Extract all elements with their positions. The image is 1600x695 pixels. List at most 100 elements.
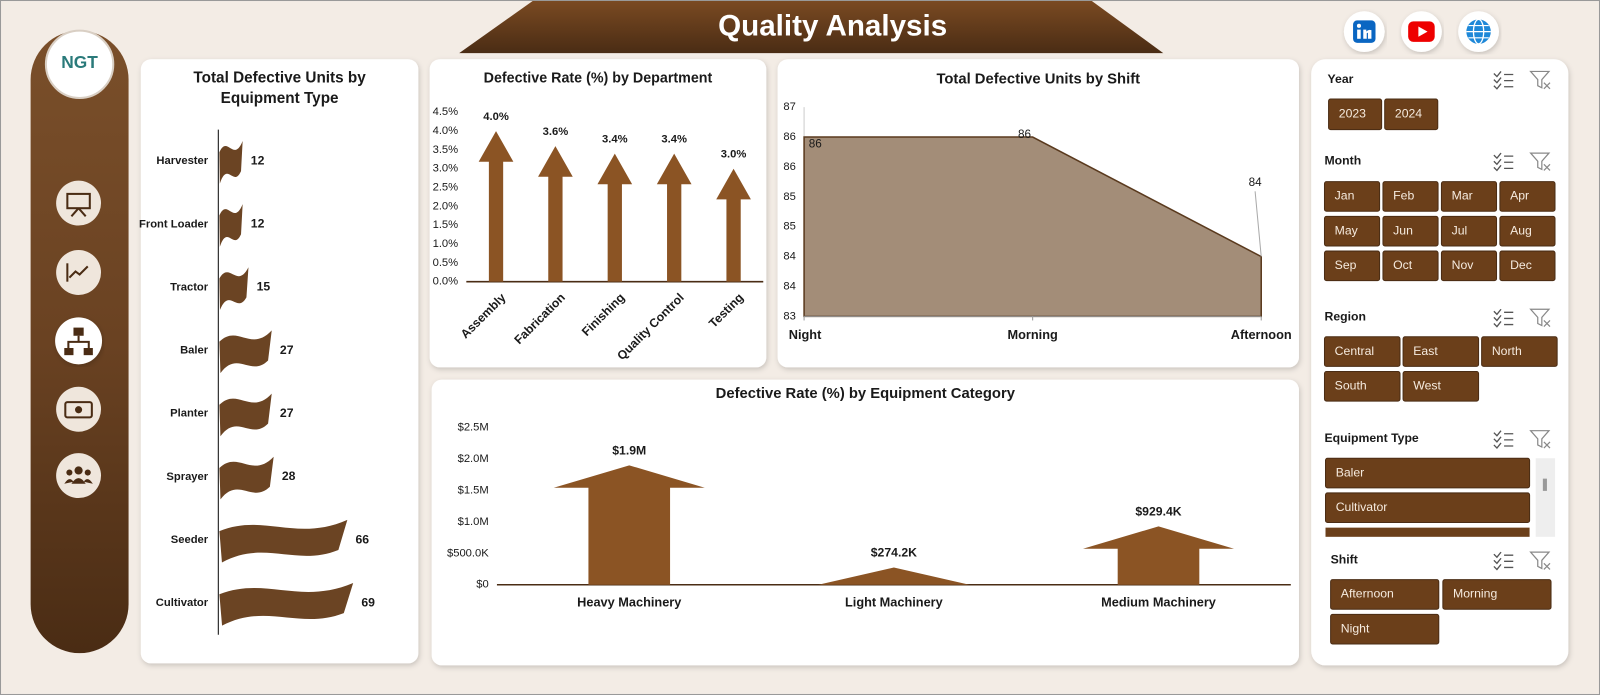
panel xyxy=(140,59,419,664)
slicer-item[interactable]: Mar xyxy=(1452,189,1473,203)
slicer-button[interactable] xyxy=(1499,181,1556,212)
y-tick-label: $0 xyxy=(476,579,488,591)
x-tick-label: Heavy Machinery xyxy=(577,595,682,610)
slicer-item[interactable]: Central xyxy=(1335,344,1374,358)
slicer-item[interactable]: North xyxy=(1492,344,1522,358)
clear-filter-icon[interactable] xyxy=(1529,551,1551,570)
category-label: Seeder xyxy=(171,534,209,546)
slicer-item[interactable]: Jan xyxy=(1335,189,1355,203)
slicer-item[interactable]: Jun xyxy=(1393,223,1413,237)
panel xyxy=(429,59,767,368)
slicer-button[interactable] xyxy=(1402,336,1480,367)
x-tick-label: Night xyxy=(789,327,822,342)
data-label: $929.4K xyxy=(1135,504,1181,518)
nav-team[interactable] xyxy=(56,453,102,499)
slicer-button[interactable] xyxy=(1325,457,1531,489)
category-label: Baler xyxy=(180,345,209,357)
scrollbar[interactable] xyxy=(1535,458,1556,537)
slicer-item[interactable]: May xyxy=(1335,223,1359,237)
slicer-button[interactable] xyxy=(1442,579,1552,610)
slicer-button[interactable] xyxy=(1440,215,1498,247)
chart-title: Defective Rate (%) by Equipment Category xyxy=(715,385,1015,403)
nav-finance[interactable] xyxy=(56,386,102,432)
clear-filter-icon[interactable] xyxy=(1529,152,1551,171)
category-label: Planter xyxy=(170,408,209,420)
social-links xyxy=(1343,11,1499,53)
slicer-button[interactable] xyxy=(1323,215,1381,247)
slicer-title: Month xyxy=(1324,153,1361,167)
slicer-item[interactable]: East xyxy=(1413,344,1438,358)
clear-filter-icon[interactable] xyxy=(1529,70,1551,90)
slicer-button[interactable] xyxy=(1382,250,1439,282)
data-label: 86 xyxy=(809,137,822,150)
slicer-item[interactable]: Dec xyxy=(1510,258,1532,272)
slicer-button[interactable] xyxy=(1323,336,1401,367)
slicer-item[interactable]: Apr xyxy=(1510,189,1529,203)
slicer-button[interactable] xyxy=(1323,181,1381,212)
multi-select-icon[interactable] xyxy=(1493,308,1514,328)
slicer-button[interactable] xyxy=(1323,250,1381,282)
slicer-button[interactable] xyxy=(1440,250,1498,282)
x-tick-label: Medium Machinery xyxy=(1101,595,1217,610)
slicer-item[interactable]: Nov xyxy=(1452,258,1475,272)
bar xyxy=(219,140,243,184)
youtube-button[interactable] xyxy=(1401,11,1442,53)
slicer-button[interactable] xyxy=(1402,370,1480,402)
slicer-button[interactable] xyxy=(1440,181,1498,212)
multi-select-icon[interactable] xyxy=(1493,551,1514,571)
slicer-item[interactable]: 2023 xyxy=(1339,107,1366,121)
chart-title: Total Defective Units by Equipment Type xyxy=(193,69,366,108)
slicer-button[interactable] xyxy=(1499,215,1556,247)
data-label: 15 xyxy=(257,280,271,294)
nav-trend[interactable] xyxy=(56,250,102,295)
slicer-item[interactable]: Baler xyxy=(1336,465,1365,479)
y-tick-label: 0.5% xyxy=(433,257,459,269)
slicer-button[interactable] xyxy=(1499,250,1556,282)
clear-filter-icon[interactable] xyxy=(1529,308,1551,328)
slicer-item[interactable]: West xyxy=(1413,379,1441,393)
bar xyxy=(597,153,633,282)
slicer-item[interactable]: Morning xyxy=(1453,587,1497,601)
nav-presentation[interactable] xyxy=(56,180,102,226)
y-tick-label: 1.0% xyxy=(433,238,459,250)
slicer-button[interactable] xyxy=(1323,370,1401,402)
clear-filter-icon[interactable] xyxy=(1529,430,1551,449)
slicer-button[interactable] xyxy=(1382,215,1439,247)
y-tick-label: 85 xyxy=(783,221,795,233)
multi-select-icon[interactable] xyxy=(1493,430,1514,450)
category-label: Front Loader xyxy=(139,218,209,230)
slicer-item[interactable]: Cultivator xyxy=(1336,500,1388,514)
bar xyxy=(553,465,705,585)
y-tick-label: 83 xyxy=(783,310,795,322)
slicer-button[interactable] xyxy=(1382,181,1439,212)
slicer-button[interactable] xyxy=(1325,527,1530,537)
slicer-button[interactable] xyxy=(1330,579,1440,610)
slicer-button[interactable] xyxy=(1384,98,1439,131)
slicer-item[interactable]: Feb xyxy=(1393,189,1414,203)
slicer-button[interactable] xyxy=(1328,98,1383,131)
nav-workflow[interactable] xyxy=(55,317,103,365)
y-tick-label: 1.5% xyxy=(433,219,459,231)
slicer-item[interactable]: Jul xyxy=(1452,223,1468,237)
slicer-item[interactable]: South xyxy=(1335,379,1367,393)
slicer-button[interactable] xyxy=(1481,336,1558,367)
linkedin-button[interactable] xyxy=(1343,11,1385,53)
slicer-item[interactable]: Sep xyxy=(1335,258,1357,272)
scrollbar-thumb[interactable] xyxy=(1542,478,1547,491)
slicer-button[interactable] xyxy=(1325,492,1531,524)
slicer-item[interactable]: 2024 xyxy=(1395,107,1422,121)
y-tick-label: $2.0M xyxy=(458,453,489,465)
slicer-item[interactable]: Night xyxy=(1341,621,1370,635)
slicer-item[interactable]: Afternoon xyxy=(1341,587,1394,601)
slicer-item[interactable]: Oct xyxy=(1393,258,1413,272)
data-label: 4.0% xyxy=(483,111,509,123)
slicer-button[interactable] xyxy=(1330,613,1440,645)
multi-select-icon[interactable] xyxy=(1493,71,1514,90)
slicer-item[interactable]: Aug xyxy=(1510,223,1532,237)
data-label: 86 xyxy=(1018,128,1031,141)
data-label: 28 xyxy=(282,469,296,483)
multi-select-icon[interactable] xyxy=(1493,152,1514,172)
website-button[interactable] xyxy=(1458,11,1499,53)
data-label: 3.4% xyxy=(602,133,628,145)
